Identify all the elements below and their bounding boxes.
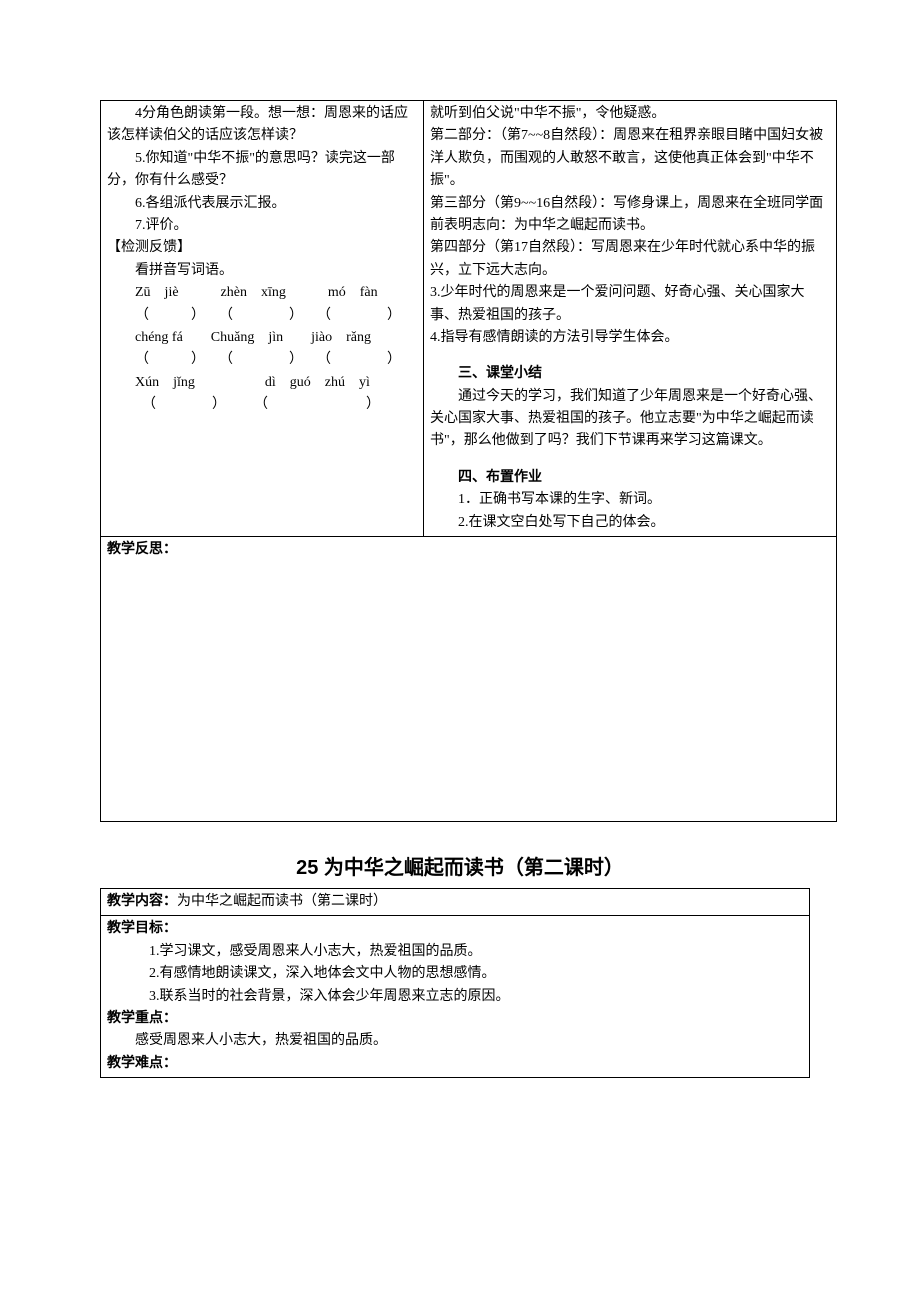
left-p6: 6.各组派代表展示汇报。 — [107, 193, 417, 215]
left-cell: 4分角色朗读第一段。想一想：周恩来的话应该怎样读伯父的话应该怎样读？ 5.你知道… — [101, 101, 424, 537]
reflection-cell: 教学反思： — [101, 537, 837, 822]
teaching-key-label: 教学重点： — [107, 1008, 803, 1030]
pinyin-line-2: chéng fá Chuǎng jìn jiào rǎng — [107, 327, 417, 349]
left-p4: 4分角色朗读第一段。想一想：周恩来的话应该怎样读伯父的话应该怎样读？ — [107, 103, 417, 148]
right-p6: 4.指导有感情朗读的方法引导学生体会。 — [430, 327, 830, 349]
right-p1: 就听到伯父说"中华不振"，令他疑惑。 — [430, 103, 830, 125]
blank-line-3: （ ） （ ） — [107, 394, 417, 416]
reflection-label: 教学反思： — [107, 542, 177, 557]
goals-row: 教学目标： 1.学习课文，感受周恩来人小志大，热爱祖国的品质。 2.有感情地朗读… — [101, 916, 810, 1078]
pinyin-line-3: Xún jǐng dì guó zhú yì — [107, 372, 417, 394]
section4-head: 四、布置作业 — [430, 467, 830, 489]
goal-1: 1.学习课文，感受周恩来人小志大，热爱祖国的品质。 — [107, 941, 803, 963]
spacer-1 — [430, 349, 830, 363]
goal-2: 2.有感情地朗读课文，深入地体会文中人物的思想感情。 — [107, 963, 803, 985]
right-p4: 第四部分（第17自然段）：写周恩来在少年时代就心系中华的振兴，立下远大志向。 — [430, 237, 830, 282]
right-p5: 3.少年时代的周恩来是一个爱问问题、好奇心强、关心国家大事、热爱祖国的孩子。 — [430, 282, 830, 327]
blank-line-1: （ ） （ ） （ ） — [107, 305, 417, 327]
goals-cell: 教学目标： 1.学习课文，感受周恩来人小志大，热爱祖国的品质。 2.有感情地朗读… — [101, 916, 810, 1078]
lesson-title: 25 为中华之崛起而读书（第二课时） — [0, 852, 920, 884]
left-p5: 5.你知道"中华不振"的意思吗？读完这一部分，你有什么感受？ — [107, 148, 417, 193]
spacer-2 — [430, 453, 830, 467]
teaching-key-text: 感受周恩来人小志大，热爱祖国的品质。 — [107, 1030, 803, 1052]
section3-head: 三、课堂小结 — [430, 363, 830, 385]
content-row: 4分角色朗读第一段。想一想：周恩来的话应该怎样读伯父的话应该怎样读？ 5.你知道… — [101, 101, 837, 537]
blank-line-2: （ ） （ ） （ ） — [107, 349, 417, 371]
pinyin-line-1: Zū jiè zhèn xīng mó fàn — [107, 282, 417, 304]
content-row: 教学内容：为中华之崛起而读书（第二课时） — [101, 889, 810, 916]
section4-item2: 2.在课文空白处写下自己的体会。 — [430, 512, 830, 534]
check-title: 看拼音写词语。 — [107, 260, 417, 282]
section3-body: 通过今天的学习，我们知道了少年周恩来是一个好奇心强、关心国家大事、热爱祖国的孩子… — [430, 386, 830, 453]
right-cell: 就听到伯父说"中华不振"，令他疑惑。 第二部分：（第7~~8自然段）：周恩来在租… — [424, 101, 837, 537]
bottom-table: 教学内容：为中华之崛起而读书（第二课时） 教学目标： 1.学习课文，感受周恩来人… — [100, 888, 810, 1078]
right-p3: 第三部分（第9~~16自然段）：写修身课上，周恩来在全班同学面前表明志向：为中华… — [430, 193, 830, 238]
content-cell: 教学内容：为中华之崛起而读书（第二课时） — [101, 889, 810, 916]
section4-item1: 1．正确书写本课的生字、新词。 — [430, 489, 830, 511]
teaching-goal-label: 教学目标： — [107, 918, 803, 940]
page-container: 4分角色朗读第一段。想一想：周恩来的话应该怎样读伯父的话应该怎样读？ 5.你知道… — [0, 100, 920, 1078]
teaching-content-label: 教学内容： — [107, 894, 177, 909]
teaching-content-text: 为中华之崛起而读书（第二课时） — [177, 894, 387, 909]
goal-3: 3.联系当时的社会背景，深入体会少年周恩来立志的原因。 — [107, 986, 803, 1008]
check-head: 【检测反馈】 — [107, 237, 417, 259]
right-p2: 第二部分：（第7~~8自然段）：周恩来在租界亲眼目睹中国妇女被洋人欺负，而围观的… — [430, 125, 830, 192]
teaching-diff-label: 教学难点： — [107, 1053, 803, 1075]
left-p7: 7.评价。 — [107, 215, 417, 237]
reflection-row: 教学反思： — [101, 537, 837, 822]
top-table: 4分角色朗读第一段。想一想：周恩来的话应该怎样读伯父的话应该怎样读？ 5.你知道… — [100, 100, 837, 822]
